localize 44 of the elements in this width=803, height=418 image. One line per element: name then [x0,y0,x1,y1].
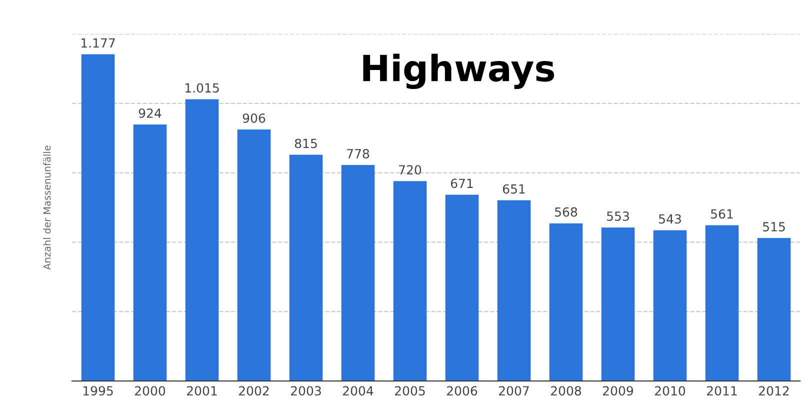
x-tick-label: 2001 [187,386,217,396]
bar [133,124,167,381]
bar [653,230,687,381]
data-label: 651 [502,184,525,194]
bar [289,154,323,381]
bar [81,54,115,381]
data-label: 720 [399,165,422,175]
x-tick-label: 2011 [707,386,737,396]
x-tick-label: 2003 [291,386,321,396]
x-tick-label: 2000 [135,386,166,396]
y-axis-title: Anzahl der Massenunfälle [43,146,51,270]
x-tick-label: 2012 [759,386,789,396]
data-label: 671 [450,178,473,188]
bar [549,223,583,381]
data-label: 815 [294,138,317,148]
bar [237,129,271,381]
x-tick-label: 2005 [395,386,425,396]
bar [341,165,375,381]
data-label: 561 [711,209,733,219]
data-label: 543 [659,214,681,224]
bar [601,227,635,381]
x-tick-label: 2010 [655,386,686,396]
x-tick-label: 2006 [447,386,478,396]
bar [393,181,427,381]
x-tick-label: 2002 [239,386,269,396]
data-label: 1.177 [81,38,115,48]
x-tick-label: 1995 [83,386,113,396]
x-tick-label: 2009 [603,386,634,396]
data-label: 906 [242,113,266,123]
data-label: 553 [607,211,629,221]
bar [445,194,479,381]
bar [497,200,531,381]
x-tick-label: 2004 [343,386,374,396]
bar [185,99,219,381]
data-label: 568 [555,207,578,217]
data-label: 1.015 [185,83,219,93]
data-label: 924 [138,108,162,118]
bar [705,225,739,381]
bar [757,238,791,381]
x-tick-label: 2007 [499,386,529,396]
data-label: 778 [347,148,370,158]
x-tick-label: 2008 [551,386,582,396]
data-label: 515 [763,222,785,232]
text: Highways [363,54,554,89]
